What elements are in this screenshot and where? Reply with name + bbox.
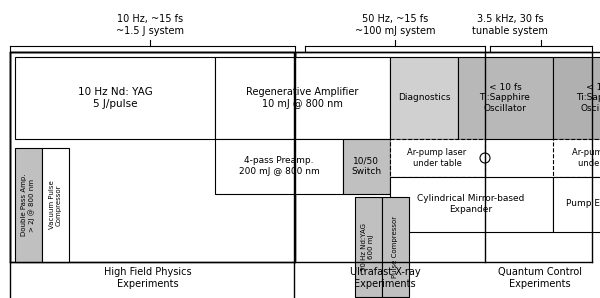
Text: 4-pass Preamp.
200 mJ @ 800 nm: 4-pass Preamp. 200 mJ @ 800 nm — [239, 156, 319, 176]
Text: 10 Hz, ~15 fs
~1.5 J system: 10 Hz, ~15 fs ~1.5 J system — [116, 14, 184, 35]
Bar — [390, 139, 485, 177]
Bar — [295, 52, 600, 117]
Bar — [553, 139, 600, 177]
Text: High Field Physics
Experiments: High Field Physics Experiments — [104, 267, 192, 289]
Text: 50 Hz, ~15 fs
~100 mJ system: 50 Hz, ~15 fs ~100 mJ system — [355, 14, 435, 35]
Bar — [15, 148, 42, 262]
Text: Pump Expander: Pump Expander — [566, 199, 600, 209]
Text: < 15 fs
Ti:Sapphire
Oscillator: < 15 fs Ti:Sapphire Oscillator — [577, 83, 600, 113]
Text: Ar-pump laser
under table: Ar-pump laser under table — [407, 148, 467, 168]
Bar — [215, 57, 390, 139]
Text: Ultrafast X-ray
Experiments: Ultrafast X-ray Experiments — [350, 267, 421, 289]
Bar — [390, 57, 458, 139]
Bar — [390, 177, 553, 232]
Bar — [15, 57, 215, 139]
Bar — [553, 177, 600, 232]
Bar — [10, 52, 295, 262]
Bar — [553, 57, 600, 139]
Text: 10/50
Switch: 10/50 Switch — [351, 156, 381, 176]
Text: Ar-pump laser
under table: Ar-pump laser under table — [572, 148, 600, 168]
Bar — [42, 148, 69, 262]
Text: Regenerative Amplifier
10 mJ @ 800 nm: Regenerative Amplifier 10 mJ @ 800 nm — [246, 87, 358, 109]
Text: 3.5 kHz, 30 fs
tunable system: 3.5 kHz, 30 fs tunable system — [472, 14, 548, 35]
Text: 50 Hz Nd:YAG
600 mJ: 50 Hz Nd:YAG 600 mJ — [361, 223, 374, 271]
Text: Pulse Compressor: Pulse Compressor — [392, 216, 398, 278]
Bar — [355, 197, 382, 297]
Text: Vacuum Pulse
Compressor: Vacuum Pulse Compressor — [49, 181, 62, 229]
Bar — [343, 139, 390, 194]
Text: 10 Hz Nd: YAG
5 J/pulse: 10 Hz Nd: YAG 5 J/pulse — [77, 87, 152, 109]
Bar — [10, 52, 294, 298]
Text: Double Pass Amp.
> 2J @ 800 nm: Double Pass Amp. > 2J @ 800 nm — [21, 174, 35, 236]
Bar — [382, 197, 409, 297]
Bar — [458, 57, 553, 139]
Bar — [215, 139, 343, 194]
Text: Diagnostics: Diagnostics — [398, 94, 450, 103]
Text: Cylindrical Mirror-based
Expander: Cylindrical Mirror-based Expander — [418, 194, 524, 214]
Text: < 10 fs
Ti:Sapphire
Oscillator: < 10 fs Ti:Sapphire Oscillator — [479, 83, 530, 113]
Text: Quantum Control
Experiments: Quantum Control Experiments — [498, 267, 582, 289]
